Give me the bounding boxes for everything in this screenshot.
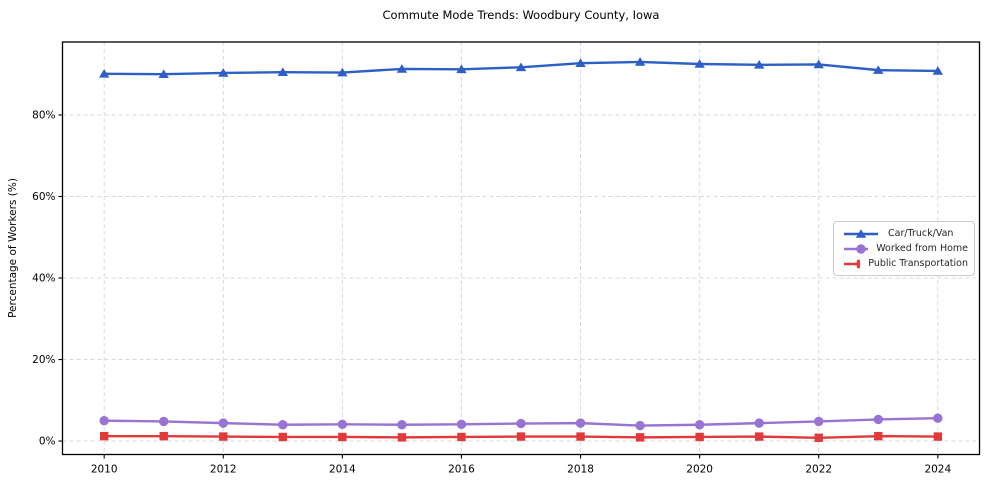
square-marker — [99, 431, 109, 441]
x-tick-label: 2014 — [329, 464, 356, 476]
square-marker — [856, 259, 861, 268]
circle-marker — [933, 413, 943, 423]
square-marker — [874, 431, 883, 441]
square-marker — [457, 432, 466, 442]
y-tick-label: 60% — [32, 191, 55, 203]
square-marker — [814, 433, 823, 442]
square-marker — [576, 432, 585, 441]
circle-marker — [635, 420, 645, 431]
triangle-marker — [932, 66, 944, 75]
square-marker — [933, 432, 943, 441]
circle-marker — [873, 414, 883, 425]
x-tick-label: 2024 — [924, 464, 951, 476]
triangle-marker — [98, 68, 110, 78]
triangle-marker — [813, 59, 824, 69]
triangle-marker — [515, 62, 527, 72]
circle-marker — [516, 418, 526, 429]
circle-marker — [856, 243, 866, 254]
square-marker — [278, 432, 288, 442]
legend-item: Worked from Home — [842, 243, 968, 255]
circle-marker — [814, 416, 824, 427]
circle-marker — [456, 419, 467, 430]
square-marker — [635, 433, 645, 442]
circle-marker — [218, 418, 228, 428]
circle-marker — [575, 418, 586, 428]
square-marker — [397, 433, 407, 442]
legend-swatch-circle-icon — [844, 243, 869, 254]
chart-title: Commute Mode Trends: Woodbury County, Io… — [382, 8, 660, 22]
y-tick-label: 20% — [32, 354, 55, 366]
y-tick-label: 80% — [32, 109, 55, 121]
square-marker — [338, 432, 347, 442]
square-marker — [159, 431, 168, 441]
triangle-marker — [337, 67, 348, 77]
circle-marker — [159, 416, 169, 427]
circle-marker — [397, 420, 407, 430]
triangle-marker — [694, 59, 705, 68]
triangle-marker — [753, 60, 765, 69]
legend-item: Car/Truck/Van — [842, 228, 968, 240]
x-tick-label: 2016 — [448, 464, 475, 476]
square-marker — [219, 432, 228, 441]
circle-marker — [754, 418, 764, 428]
triangle-marker — [575, 58, 586, 67]
legend-label: Car/Truck/Van — [888, 227, 954, 239]
triangle-marker — [396, 64, 408, 73]
legend-swatch-triangle-icon — [844, 228, 878, 238]
x-tick-label: 2020 — [686, 464, 713, 476]
square-marker — [754, 432, 764, 441]
legend-item: Public Transportation — [842, 258, 968, 270]
circle-marker — [694, 420, 705, 430]
triangle-marker — [218, 68, 229, 77]
circle-marker — [337, 419, 348, 430]
triangle-marker — [855, 228, 867, 238]
x-tick-label: 2018 — [567, 464, 594, 476]
legend-label: Public Transportation — [868, 257, 968, 269]
square-marker — [516, 432, 526, 441]
triangle-marker — [634, 57, 646, 66]
x-tick-label: 2010 — [91, 464, 118, 476]
circle-marker — [99, 415, 109, 426]
x-tick-label: 2012 — [210, 464, 237, 476]
legend-swatch-square-icon — [844, 259, 861, 268]
legend: Car/Truck/Van Worked from Home Public Tran… — [833, 221, 975, 276]
triangle-marker — [158, 69, 169, 79]
triangle-marker — [873, 65, 884, 74]
triangle-marker — [277, 67, 289, 76]
circle-marker — [278, 420, 288, 430]
axes-frame — [61, 41, 981, 456]
square-marker — [695, 432, 704, 442]
triangle-marker — [456, 64, 467, 74]
y-tick-label: 40% — [32, 273, 55, 285]
legend-label: Worked from Home — [876, 242, 968, 254]
x-tick-label: 2022 — [805, 464, 832, 476]
y-tick-label: 0% — [39, 436, 56, 448]
